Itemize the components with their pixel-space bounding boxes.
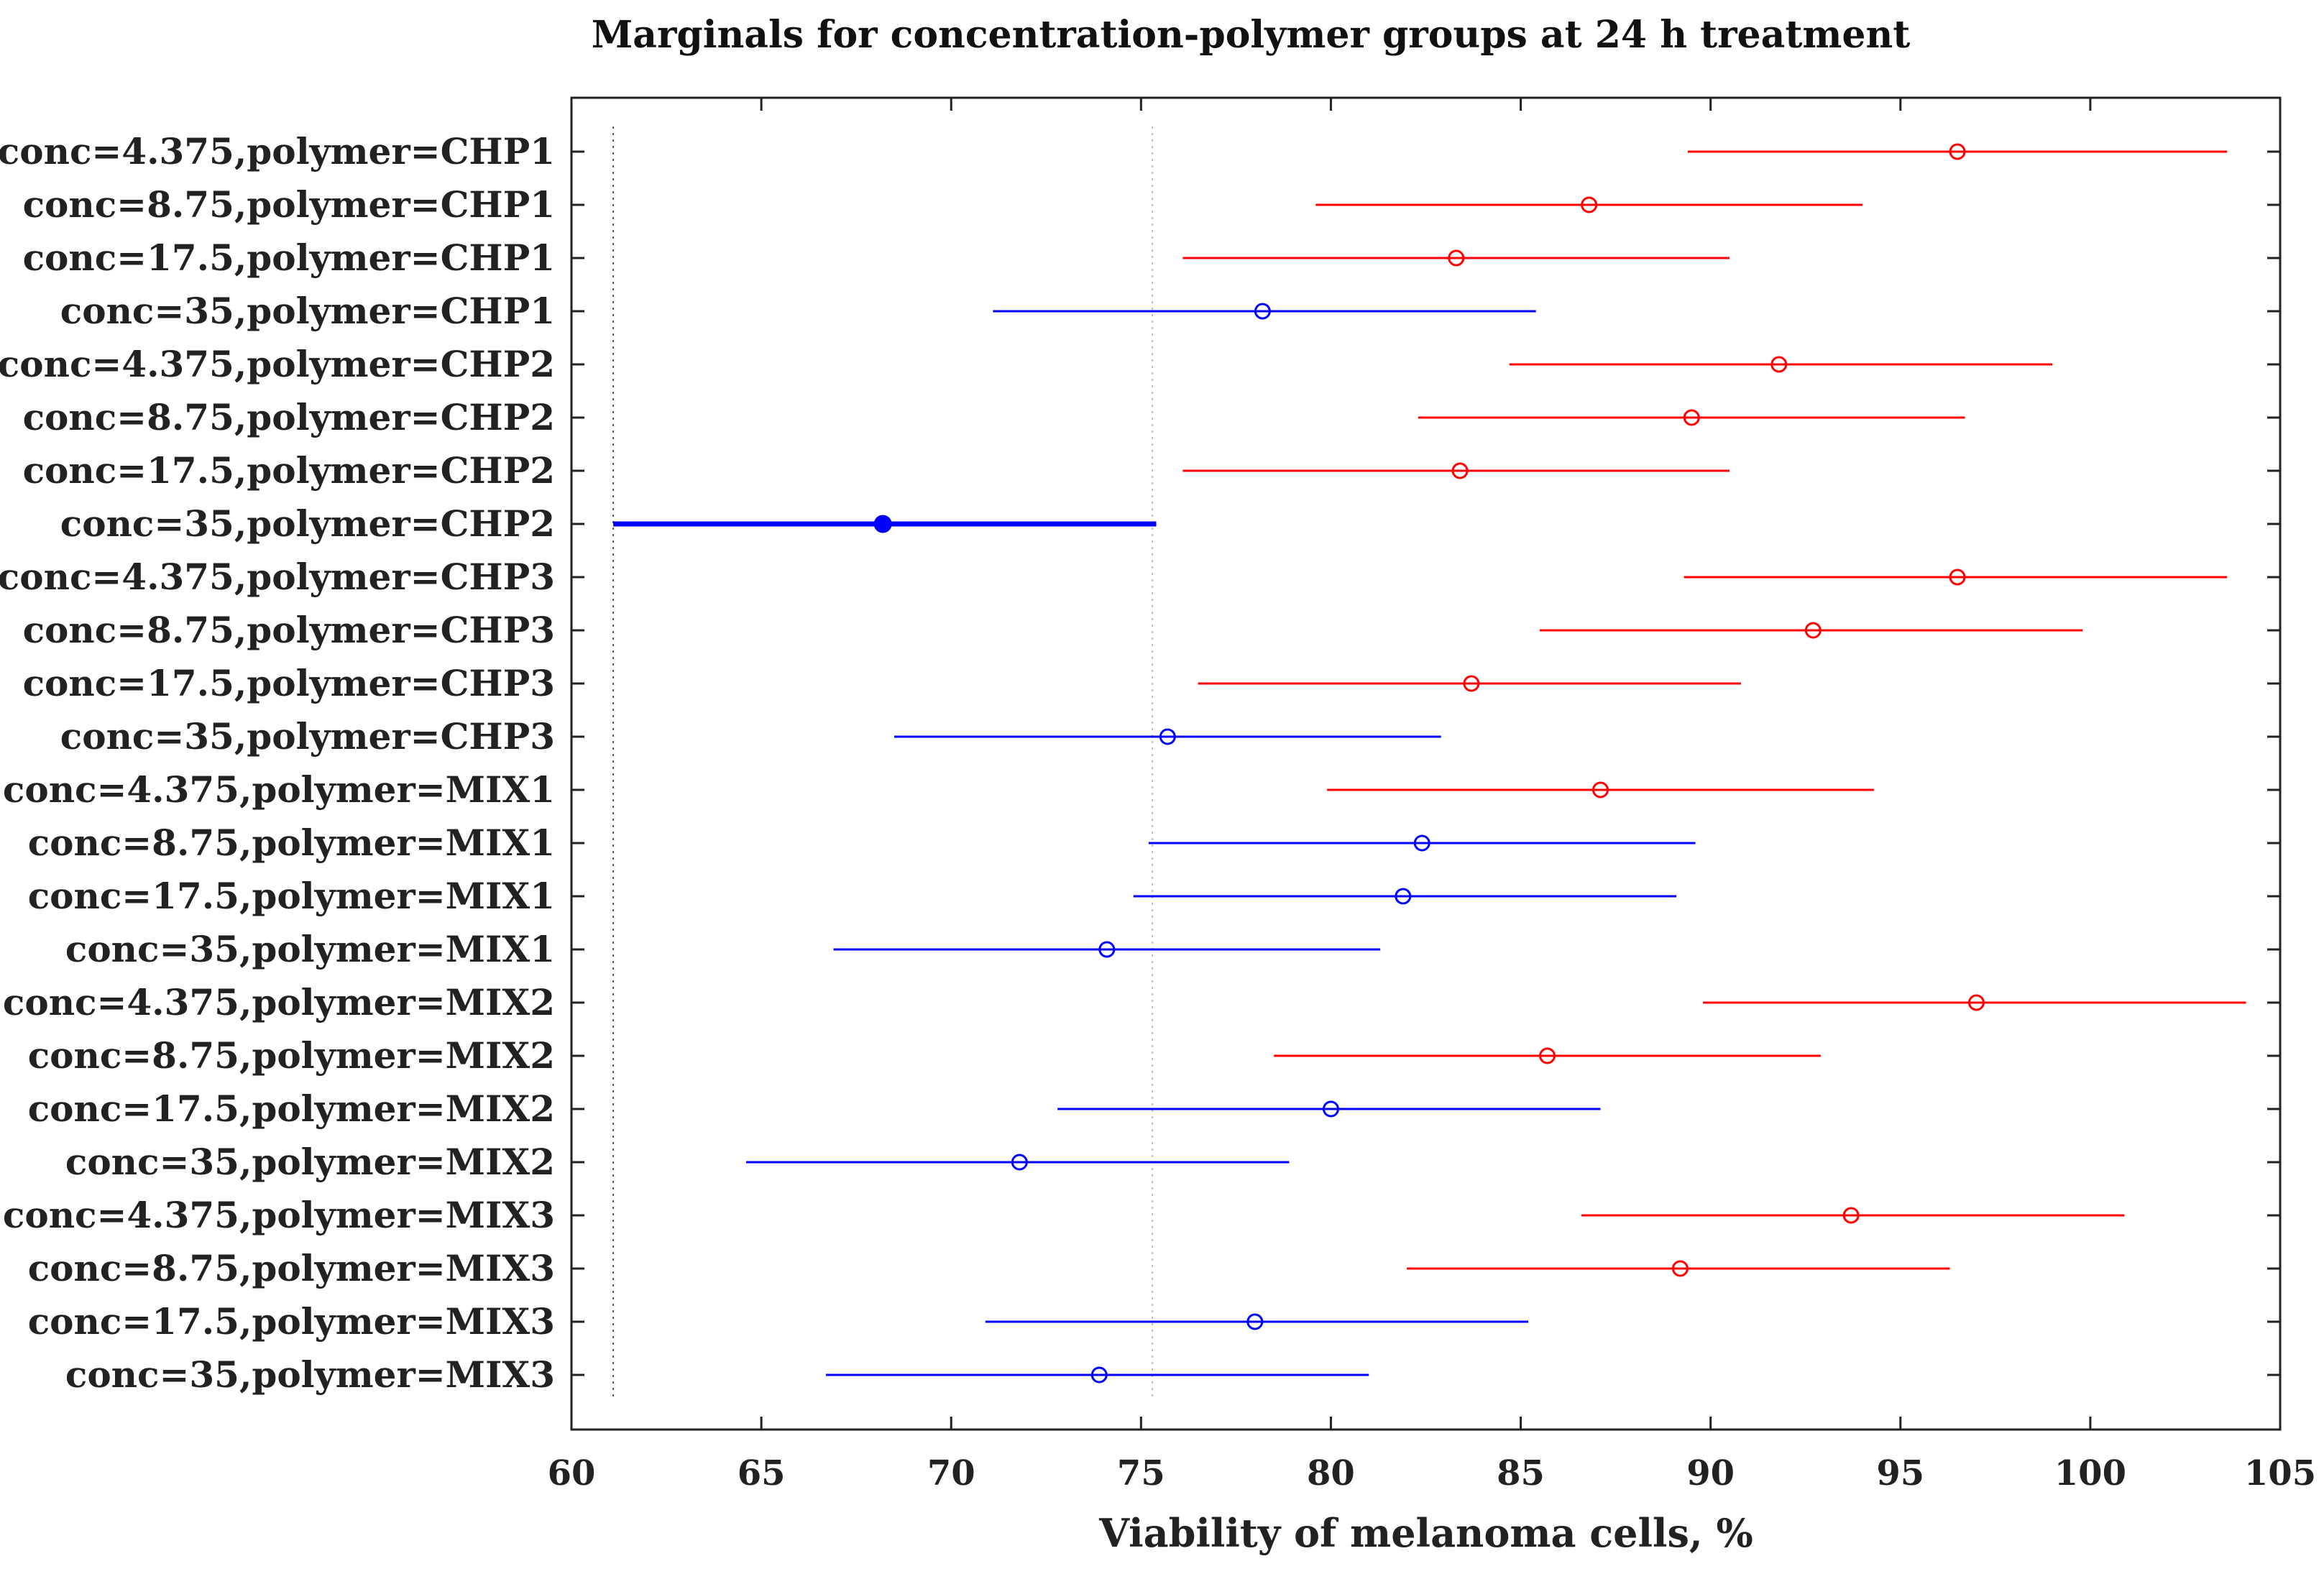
x-tick-label: 105 <box>2244 1453 2316 1494</box>
mean-marker <box>1254 303 1271 320</box>
mean-marker <box>1770 356 1788 373</box>
mean-marker <box>1090 1366 1108 1384</box>
category-label: conc=4.375,polymer=CHP1 <box>0 130 555 172</box>
mean-marker <box>1592 781 1609 798</box>
category-label: conc=8.75,polymer=MIX3 <box>28 1247 555 1289</box>
category-label: conc=17.5,polymer=MIX3 <box>28 1300 555 1343</box>
category-label: conc=4.375,polymer=MIX3 <box>3 1194 555 1236</box>
reference-lines <box>612 126 1154 1401</box>
x-tick-label: 100 <box>2054 1453 2126 1494</box>
category-label: conc=4.375,polymer=CHP3 <box>0 556 555 598</box>
x-axis-label: Viability of melanoma cells, % <box>1098 1510 1753 1556</box>
axes-frame <box>570 96 2282 1431</box>
mean-marker <box>1804 622 1822 639</box>
category-label: conc=35,polymer=CHP1 <box>60 290 555 332</box>
category-label: conc=8.75,polymer=MIX1 <box>28 821 555 864</box>
category-label: conc=8.75,polymer=CHP2 <box>23 396 555 438</box>
mean-marker <box>1581 196 1598 213</box>
category-label: conc=17.5,polymer=MIX1 <box>28 875 555 917</box>
category-label: conc=35,polymer=CHP3 <box>60 715 555 758</box>
category-label: conc=35,polymer=MIX1 <box>65 928 555 970</box>
mean-marker <box>1683 409 1700 426</box>
category-label: conc=4.375,polymer=MIX2 <box>3 981 555 1023</box>
x-tick-label: 60 <box>548 1453 596 1494</box>
category-labels: conc=4.375,polymer=CHP1 conc=8.75,polymer… <box>0 130 555 1396</box>
category-label: conc=35,polymer=CHP2 <box>60 502 555 545</box>
x-tick-label: 80 <box>1307 1453 1355 1494</box>
mean-marker <box>873 515 892 533</box>
chart-title: Marginals for concentration-polymer grou… <box>592 13 1911 57</box>
x-axis-ticks: 60 65 70 75 80 85 90 95 100 105 <box>548 98 2316 1494</box>
category-label: conc=4.375,polymer=MIX1 <box>3 768 555 811</box>
x-tick-label: 90 <box>1686 1453 1735 1494</box>
category-label: conc=17.5,polymer=MIX2 <box>28 1087 555 1130</box>
mean-marker <box>1949 569 1966 586</box>
plot-rows <box>571 143 2280 1384</box>
mean-marker <box>1463 675 1480 692</box>
x-tick-label: 65 <box>738 1453 786 1494</box>
category-label: conc=35,polymer=MIX3 <box>65 1353 555 1396</box>
category-label: conc=8.75,polymer=MIX2 <box>28 1034 555 1077</box>
mean-marker <box>1246 1313 1264 1330</box>
x-tick-label: 70 <box>927 1453 975 1494</box>
x-tick-label: 95 <box>1876 1453 1924 1494</box>
mean-marker <box>1539 1047 1556 1064</box>
mean-marker <box>1967 994 1985 1011</box>
x-tick-label: 85 <box>1497 1453 1545 1494</box>
mean-marker <box>1159 728 1176 745</box>
mean-marker <box>1949 143 1966 160</box>
category-label: conc=8.75,polymer=CHP1 <box>23 183 555 226</box>
mean-marker <box>1395 888 1412 905</box>
category-label: conc=17.5,polymer=CHP2 <box>23 449 555 492</box>
category-label: conc=35,polymer=MIX2 <box>65 1141 555 1183</box>
mean-marker <box>1011 1154 1028 1171</box>
mean-marker <box>1448 249 1465 267</box>
x-tick-label: 75 <box>1117 1453 1165 1494</box>
mean-marker <box>1671 1260 1689 1277</box>
mean-marker <box>1413 834 1430 852</box>
mean-marker <box>1451 462 1469 479</box>
category-label: conc=8.75,polymer=CHP3 <box>23 609 555 651</box>
mean-marker <box>1098 941 1116 958</box>
mean-marker <box>1322 1100 1339 1118</box>
mean-marker <box>1842 1207 1860 1224</box>
category-label: conc=17.5,polymer=CHP3 <box>23 662 555 704</box>
category-label: conc=4.375,polymer=CHP2 <box>0 343 555 385</box>
category-label: conc=17.5,polymer=CHP1 <box>23 236 555 279</box>
